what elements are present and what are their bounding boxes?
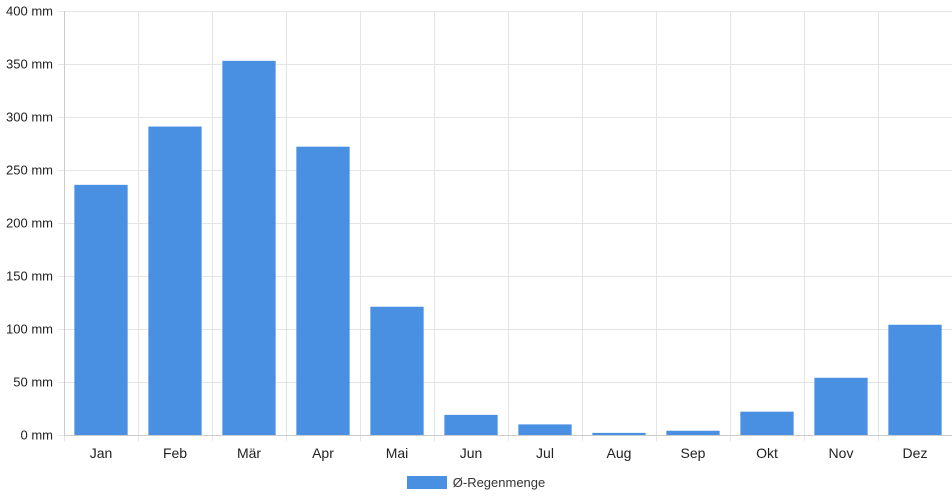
x-tick-label: Mär xyxy=(237,445,261,461)
bar-feb[interactable] xyxy=(148,126,202,435)
y-tick-label: 350 mm xyxy=(6,57,53,72)
y-tick-label: 150 mm xyxy=(6,269,53,284)
bar-jan[interactable] xyxy=(74,184,128,435)
axes: 0 mm 50 mm 100 mm 150 mm 200 mm 250 mm 300 mm 3… xyxy=(6,4,952,461)
x-tick-label: Mai xyxy=(386,445,409,461)
bar-dez[interactable] xyxy=(888,324,942,435)
bar-mai[interactable] xyxy=(370,306,424,435)
y-tick-label: 200 mm xyxy=(6,216,53,231)
x-tick-label: Feb xyxy=(163,445,187,461)
bar-jul[interactable] xyxy=(518,424,572,435)
legend: Ø-Regenmenge xyxy=(0,470,952,494)
y-tick-label: 300 mm xyxy=(6,110,53,125)
legend-label: Ø-Regenmenge xyxy=(452,474,546,490)
x-tick-label: Dez xyxy=(903,445,928,461)
bar-nov[interactable] xyxy=(814,377,868,435)
y-tick-label: 100 mm xyxy=(6,322,53,337)
x-tick-label: Jun xyxy=(460,445,483,461)
bar-sep[interactable] xyxy=(666,430,720,435)
x-tick-label: Jul xyxy=(536,445,554,461)
x-tick-label: Apr xyxy=(312,445,334,461)
y-tick-label: 400 mm xyxy=(6,4,53,19)
y-tick-label: 0 mm xyxy=(21,428,54,443)
grid-lines xyxy=(58,11,952,441)
x-tick-label: Jan xyxy=(90,445,113,461)
bar-jun[interactable] xyxy=(444,414,498,435)
y-tick-label: 250 mm xyxy=(6,163,53,178)
x-tick-label: Nov xyxy=(829,445,854,461)
bar-series xyxy=(74,60,942,435)
y-tick-label: 50 mm xyxy=(13,375,53,390)
legend-swatch xyxy=(406,475,447,489)
bar-aug[interactable] xyxy=(592,432,646,435)
bar-okt[interactable] xyxy=(740,411,794,435)
x-tick-label: Aug xyxy=(607,445,632,461)
bar-apr[interactable] xyxy=(296,146,350,435)
legend-item-regenmenge[interactable]: Ø-Regenmenge xyxy=(406,474,546,490)
bar-mär[interactable] xyxy=(222,60,276,435)
x-tick-label: Sep xyxy=(681,445,706,461)
x-tick-label: Okt xyxy=(756,445,778,461)
